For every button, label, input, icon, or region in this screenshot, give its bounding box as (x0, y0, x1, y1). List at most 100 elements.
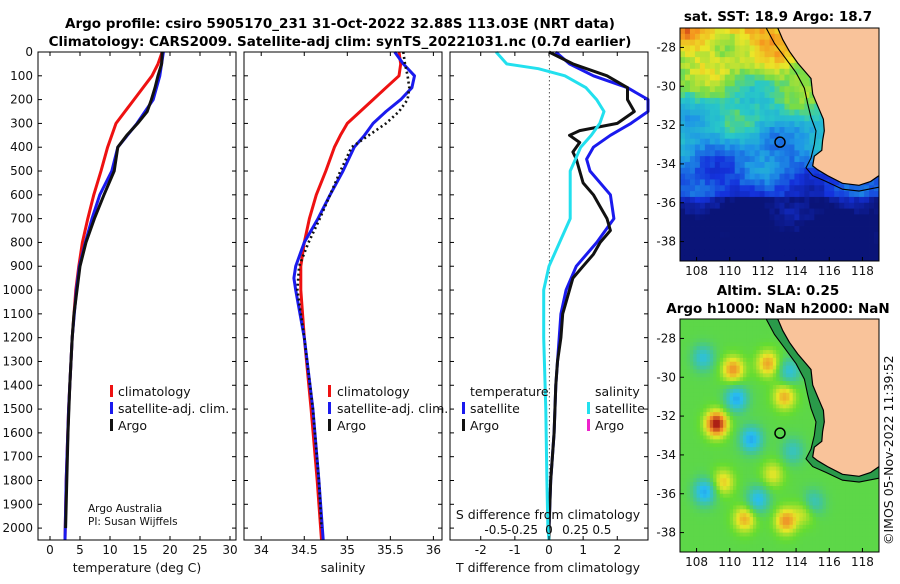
sla-cell (743, 463, 747, 467)
sla-cell (713, 502, 717, 506)
sla-cell (687, 529, 691, 533)
sla-cell (766, 404, 770, 408)
sst-cell (784, 226, 789, 232)
sla-cell (680, 502, 684, 506)
sla-cell (723, 517, 727, 521)
sla-cell (750, 408, 754, 412)
sst-cell (700, 220, 705, 226)
sst-cell (715, 104, 720, 110)
sst-cell (710, 110, 715, 116)
sla-cell (770, 451, 774, 455)
sst-cell (775, 238, 780, 244)
sla-cell (786, 401, 790, 405)
sst-cell (789, 185, 794, 191)
sst-cell (844, 185, 849, 191)
sst-cell (804, 115, 809, 121)
sla-cell (783, 486, 787, 490)
sla-cell (776, 451, 780, 455)
sst-cell (755, 226, 760, 232)
sla-cell (726, 513, 730, 517)
sst-cell (770, 214, 775, 220)
depth-tick-label: 1800 (2, 473, 33, 487)
sst-cell (700, 57, 705, 63)
sla-cell (746, 393, 750, 397)
sla-cell (783, 517, 787, 521)
sst-cell (780, 185, 785, 191)
sla-cell (819, 544, 823, 548)
sla-cell (720, 455, 724, 459)
sla-cell (726, 459, 730, 463)
sst-cell (730, 179, 735, 185)
sst-cell (705, 162, 710, 168)
credit-line-2: PI: Susan Wijffels (88, 516, 178, 528)
sla-cell (773, 505, 777, 509)
sla-cell (763, 502, 767, 506)
sst-cell (755, 115, 760, 121)
sst-cell (705, 220, 710, 226)
sst-cell (789, 162, 794, 168)
sla-cell (770, 482, 774, 486)
sla-cell (743, 517, 747, 521)
sla-cell (697, 420, 701, 424)
sst-cell (829, 209, 834, 215)
sla-cell (726, 544, 730, 548)
sla-cell (750, 470, 754, 474)
sla-cell (680, 323, 684, 327)
sla-cell (799, 517, 803, 521)
sla-cell (700, 331, 704, 335)
sla-cell (773, 381, 777, 385)
sla-cell (680, 447, 684, 451)
sst-cell (720, 244, 725, 250)
sla-cell (760, 350, 764, 354)
sst-cell (794, 133, 799, 139)
sst-cell (730, 98, 735, 104)
sla-cell (789, 494, 793, 498)
sla-cell (786, 428, 790, 432)
sla-cell (726, 455, 730, 459)
sla-cell (793, 393, 797, 397)
sla-cell (793, 478, 797, 482)
sst-cell (740, 51, 745, 57)
sla-cell (806, 474, 810, 478)
depth-tick-label: 500 (10, 164, 33, 178)
sla-cell (693, 416, 697, 420)
sst-cell (705, 179, 710, 185)
sla-cell (799, 486, 803, 490)
sla-cell (687, 459, 691, 463)
sla-cell (690, 540, 694, 544)
sst-cell (819, 197, 824, 203)
sla-cell (750, 416, 754, 420)
sst-cell (829, 214, 834, 220)
sla-cell (753, 369, 757, 373)
sla-cell (703, 432, 707, 436)
sla-cell (700, 335, 704, 339)
sst-cell (720, 45, 725, 51)
sla-cell (773, 401, 777, 405)
sla-cell (713, 420, 717, 424)
sst-cell (740, 45, 745, 51)
sst-cell (780, 80, 785, 86)
sla-cell (687, 467, 691, 471)
sst-cell (710, 121, 715, 127)
sst-cell (685, 203, 690, 209)
sst-cell (715, 92, 720, 98)
sla-cell (829, 478, 833, 482)
sla-cell (770, 401, 774, 405)
lon-tick-label: 116 (818, 264, 841, 278)
sla-cell (710, 474, 714, 478)
sst-cell (789, 197, 794, 203)
sla-cell (697, 323, 701, 327)
x-tick-label: 0 (46, 543, 54, 557)
s-tick-label: 0.5 (592, 523, 611, 537)
sst-cell (685, 63, 690, 69)
sla-cell (713, 505, 717, 509)
sst-cell (710, 92, 715, 98)
sla-cell (683, 494, 687, 498)
legend-temperature-heading: temperature (470, 384, 549, 399)
sst-cell (814, 185, 819, 191)
sst-cell (690, 238, 695, 244)
sla-cell (707, 408, 711, 412)
sla-cell (753, 346, 757, 350)
sla-cell (730, 498, 734, 502)
sla-cell (770, 362, 774, 366)
